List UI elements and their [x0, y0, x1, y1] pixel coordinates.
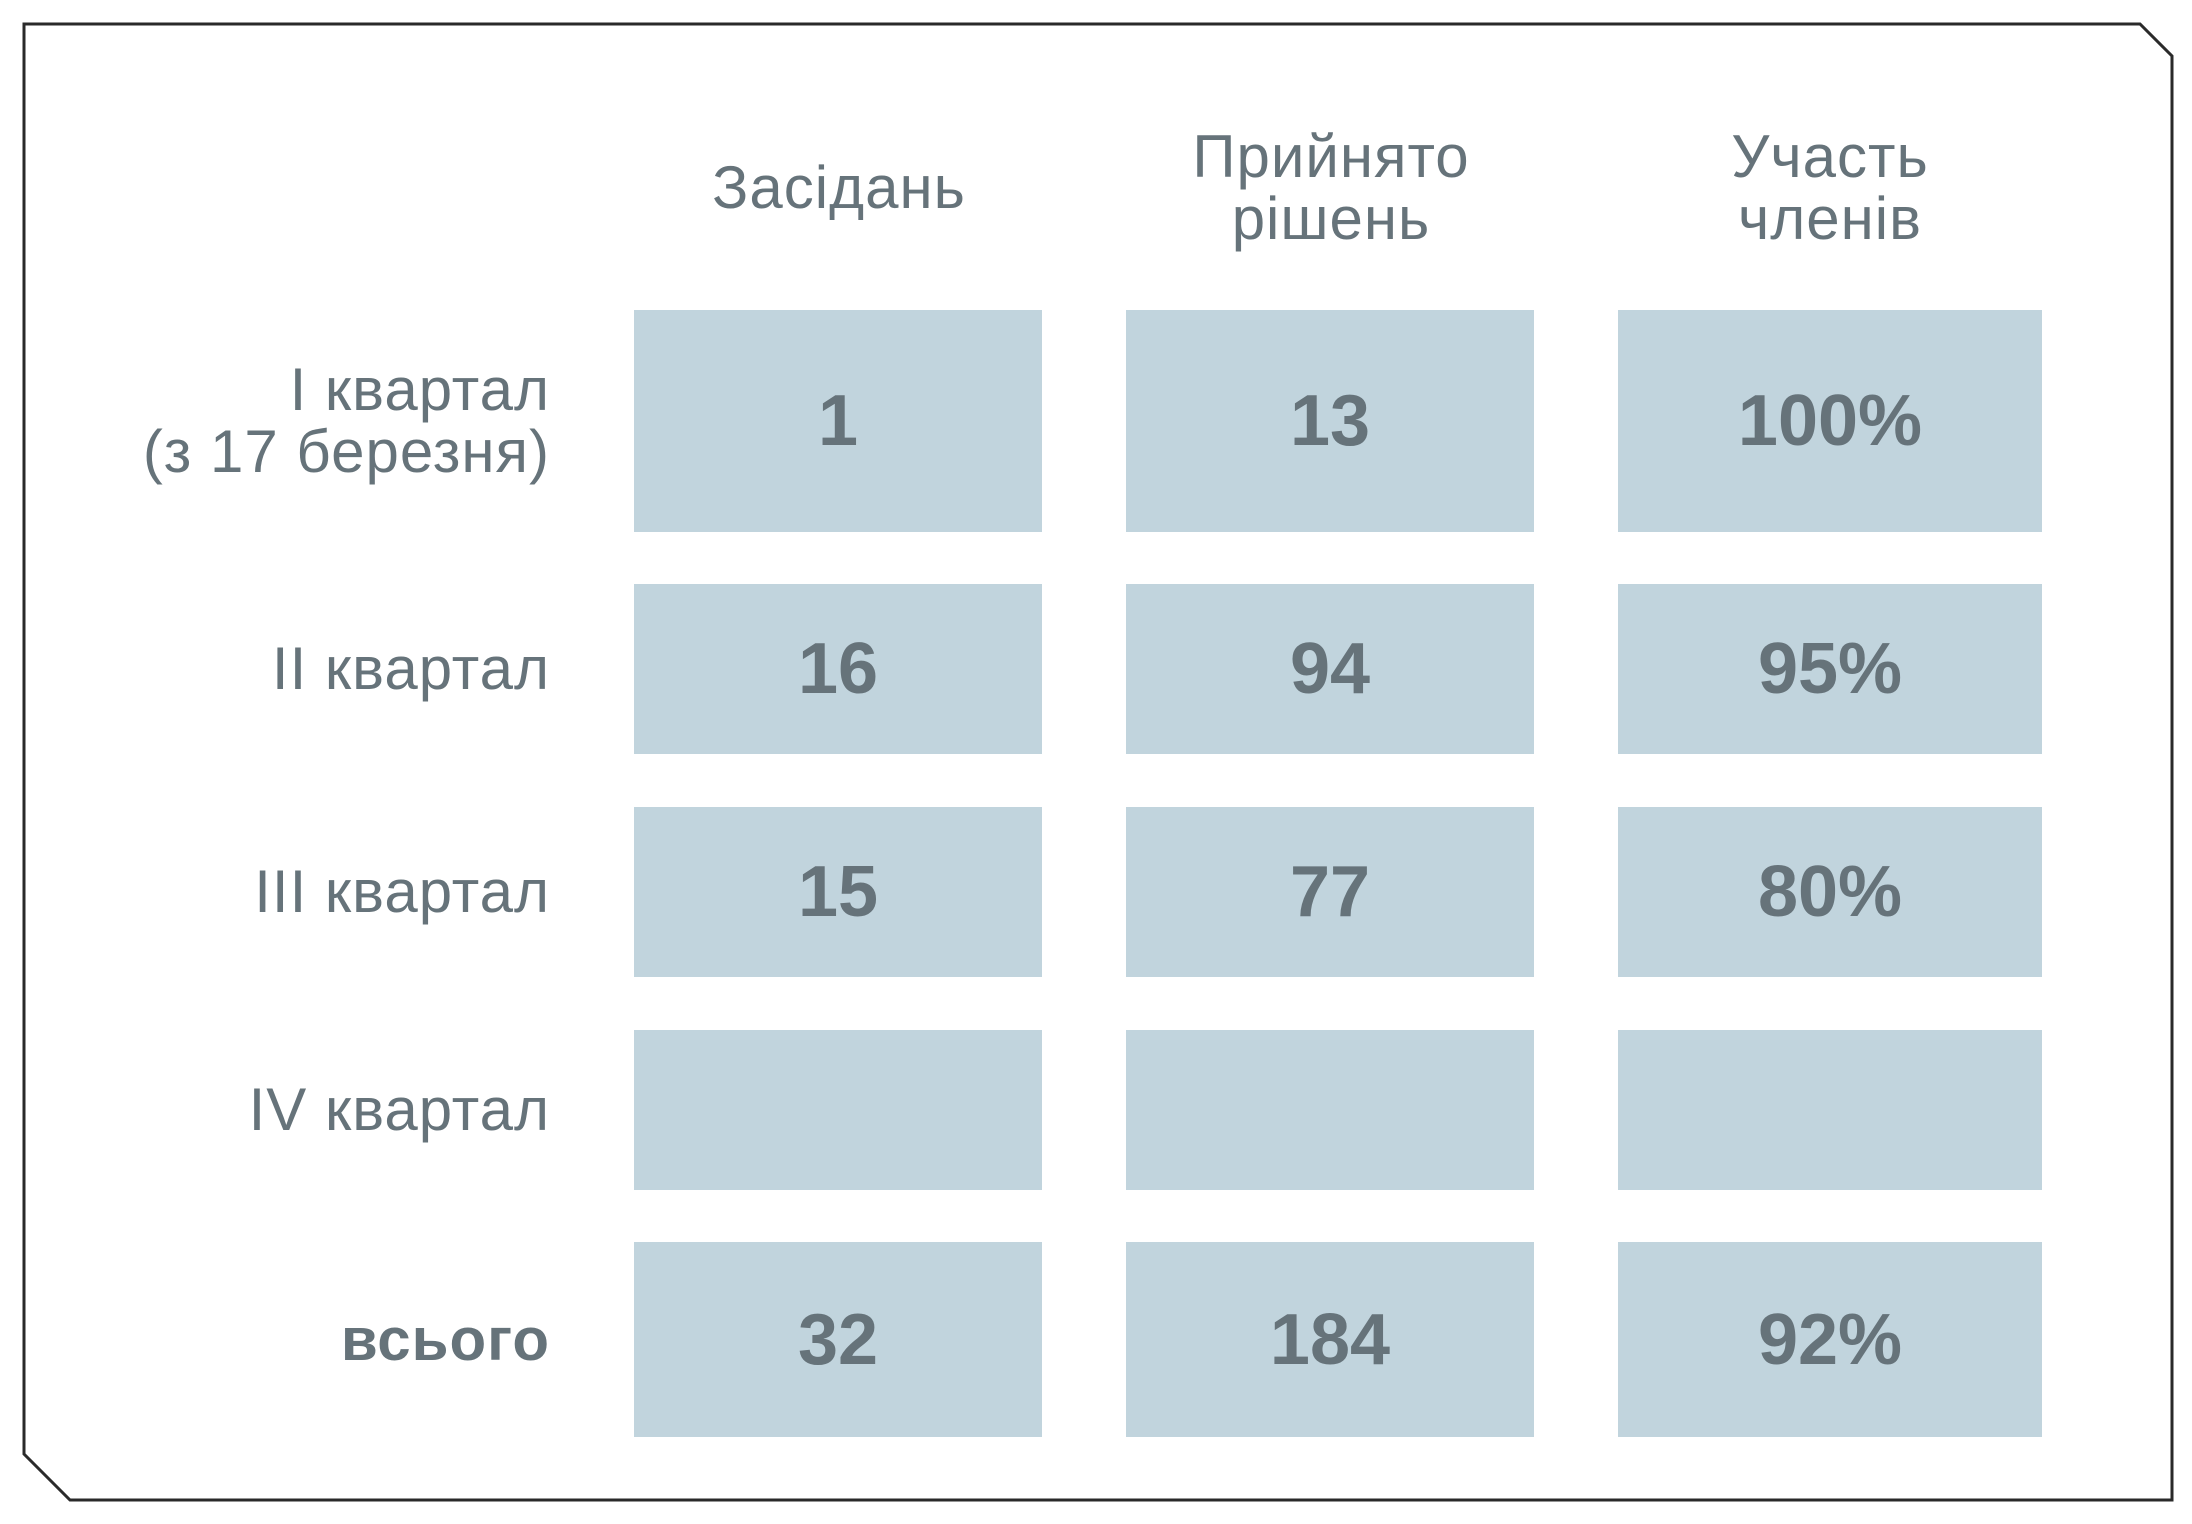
table-cell: 92%	[1618, 1242, 2042, 1437]
table-cell: 94	[1126, 584, 1534, 754]
table-cell: 184	[1126, 1242, 1534, 1437]
column-header-decisions: Прийнято рішень	[1192, 122, 1470, 252]
row-label-q4: IV квартал	[248, 1076, 550, 1143]
table-cell: 80%	[1618, 807, 2042, 977]
table-cell: 32	[634, 1242, 1042, 1437]
table-cell: 95%	[1618, 584, 2042, 754]
row-label-q3: III квартал	[254, 858, 550, 925]
table-cell: 77	[1126, 807, 1534, 977]
table-cell	[1618, 1030, 2042, 1190]
row-label-q1: I квартал (з 17 березня)	[142, 356, 550, 485]
table-cell: 16	[634, 584, 1042, 754]
table-cell: 15	[634, 807, 1042, 977]
table-cell	[634, 1030, 1042, 1190]
column-header-sessions: Засідань	[712, 153, 966, 221]
table-cell: 100%	[1618, 310, 2042, 532]
table-cell: 13	[1126, 310, 1534, 532]
row-label-q2: II квартал	[271, 635, 550, 702]
row-label-total: всього	[340, 1305, 550, 1373]
table-cell	[1126, 1030, 1534, 1190]
column-header-attendance: Участь членів	[1731, 122, 1929, 252]
table-cell: 1	[634, 310, 1042, 532]
